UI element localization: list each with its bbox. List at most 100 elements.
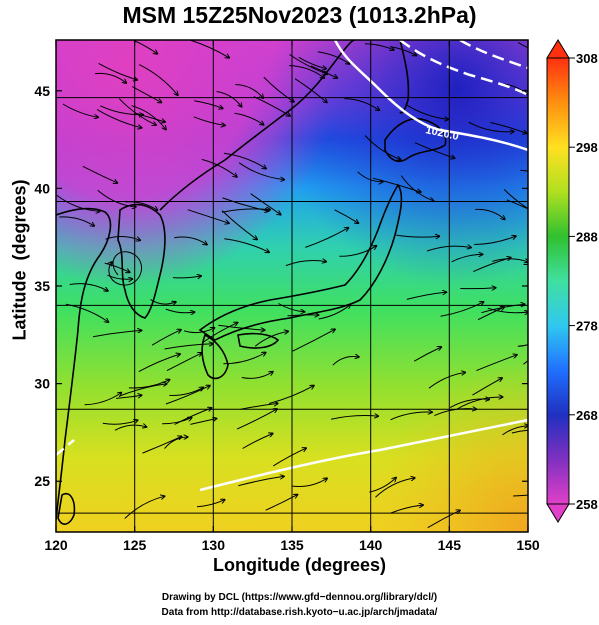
- streamline: [472, 378, 503, 396]
- streamline: [375, 478, 415, 498]
- streamline: [449, 399, 489, 409]
- streamline: [334, 209, 359, 223]
- credit-drawing: Drawing by DCL (https://www.gfd−dennou.o…: [161, 592, 438, 603]
- temperature-field: 1020.0: [56, 40, 528, 532]
- streamline: [240, 403, 278, 410]
- streamline: [104, 262, 130, 272]
- streamline: [502, 426, 528, 436]
- streamline: [133, 40, 158, 53]
- streamline: [492, 259, 528, 262]
- streamline: [165, 308, 195, 313]
- colorbar-min-arrow: [546, 503, 570, 523]
- streamline: [285, 260, 326, 267]
- y-tick-label: 25: [34, 473, 50, 489]
- colorbar-tick-label: 288: [576, 229, 598, 244]
- streamline: [164, 437, 188, 449]
- streamline: [503, 189, 528, 210]
- streamline: [216, 91, 242, 107]
- streamline: [330, 416, 378, 420]
- streamline: [468, 121, 514, 132]
- streamline: [59, 216, 94, 226]
- streamline: [294, 78, 327, 103]
- streamline: [218, 324, 264, 330]
- y-tick-label: 40: [34, 180, 50, 196]
- streamline: [116, 395, 142, 399]
- x-tick-label: 135: [280, 537, 304, 553]
- x-tick-labels: 120 125 130 135 140 145 150: [44, 537, 540, 553]
- streamline: [165, 386, 210, 405]
- streamline: [96, 109, 142, 128]
- streamline: [451, 254, 483, 263]
- streamline: [414, 142, 455, 159]
- streamline: [236, 409, 277, 430]
- streamline: [440, 302, 484, 317]
- streamline: [396, 235, 439, 237]
- streamline: [151, 330, 181, 346]
- streamline: [162, 418, 192, 425]
- streamline: [235, 84, 263, 99]
- streamline: [490, 122, 527, 134]
- streamline: [427, 510, 460, 529]
- streamline: [456, 397, 502, 410]
- streamline: [234, 112, 264, 125]
- colorbar: 258 268 278 288 298 308: [546, 39, 598, 523]
- streamline: [298, 56, 326, 68]
- streamline: [475, 208, 505, 219]
- colorbar-tick-label: 278: [576, 319, 598, 334]
- streamline: [221, 210, 257, 240]
- streamline: [406, 104, 449, 120]
- streamline: [223, 152, 266, 168]
- streamline: [511, 429, 528, 434]
- streamline: [291, 478, 328, 487]
- x-tick-label: 125: [123, 537, 147, 553]
- streamline: [82, 165, 118, 183]
- streamline: [114, 425, 147, 431]
- streamline-swirl: [109, 251, 143, 286]
- lat-lon-grid: [56, 40, 528, 532]
- streamline: [118, 98, 156, 125]
- streamline: [223, 353, 265, 365]
- streamline: [428, 372, 465, 389]
- streamline: [138, 354, 180, 373]
- credit-data: Data from http://database.rish.kyoto−u.a…: [161, 607, 438, 618]
- streamline: [142, 436, 182, 454]
- streamline: [372, 177, 421, 192]
- streamline: [292, 329, 335, 352]
- streamline: [242, 434, 273, 449]
- axis-ticks: [55, 40, 529, 532]
- streamline: [174, 236, 207, 245]
- streamline: [190, 419, 216, 425]
- x-tick-label: 150: [516, 537, 540, 553]
- streamline: [172, 276, 201, 278]
- streamline: [105, 236, 141, 241]
- streamline: [194, 100, 223, 109]
- streamline: [69, 283, 108, 291]
- streamline: [278, 303, 305, 312]
- x-axis-label: Longitude (degrees): [212, 555, 386, 575]
- x-tick-label: 140: [359, 537, 383, 553]
- y-tick-label: 30: [34, 376, 50, 392]
- streamline: [187, 209, 229, 224]
- streamline: [364, 43, 394, 50]
- y-tick-labels: 25 30 35 40 45: [34, 83, 50, 489]
- colorbar-max-arrow: [546, 39, 570, 59]
- map-title: MSM 15Z25Nov2023 (1013.2hPa): [122, 2, 477, 28]
- streamline: [369, 478, 396, 493]
- streamline: [84, 393, 122, 406]
- streamline: [254, 331, 288, 347]
- streamline: [517, 344, 528, 347]
- colorbar-tick-label: 258: [576, 497, 598, 512]
- streamline: [390, 412, 433, 421]
- streamline: [481, 304, 524, 314]
- isobar-contours: [56, 40, 528, 492]
- streamline: [400, 175, 433, 201]
- streamline: [124, 496, 165, 519]
- streamline: [305, 228, 348, 248]
- streamline: [56, 195, 100, 211]
- streamline: [201, 158, 237, 177]
- streamline: [201, 323, 237, 344]
- streamline: [517, 42, 528, 49]
- streamline: [62, 103, 98, 117]
- streamline: [318, 305, 351, 320]
